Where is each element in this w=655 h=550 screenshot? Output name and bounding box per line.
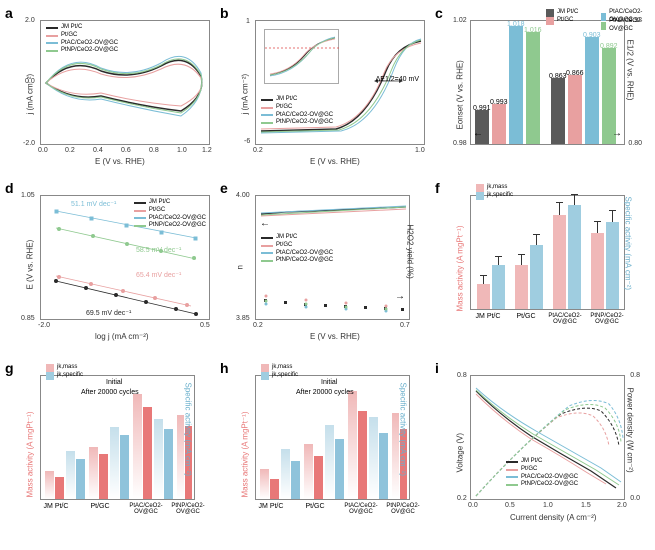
chart-d-legend: JM Pt/C Pt/GC PtAC/CeO2-OV@GC PtNP/CeO2-… bbox=[134, 199, 206, 230]
panel-g-label: g bbox=[5, 360, 14, 376]
arrow-right-icon: → bbox=[395, 291, 405, 302]
bar-onset-ptac bbox=[509, 26, 523, 144]
panel-b-label: b bbox=[220, 5, 229, 21]
chart-f: jk,mass jk,specific bbox=[470, 195, 625, 310]
chart-h-legend: jk,mass jk,specific bbox=[261, 364, 298, 380]
bar-mass-ptgc bbox=[515, 265, 528, 309]
bar-spec-jm bbox=[492, 265, 505, 309]
panel-d-label: d bbox=[5, 180, 14, 196]
chart-b-legend: JM Pt/C Pt/GC PtAC/CeO2-OV@GC PtNP/CeO2-… bbox=[261, 96, 333, 127]
chart-i-ylabel-right: Power density (W cm⁻²) bbox=[626, 388, 635, 498]
panel-c-label: c bbox=[435, 5, 443, 21]
chart-i-ylabel-left: Voltage (V) bbox=[456, 413, 465, 473]
chart-d-ylabel: E (V vs. RHE) bbox=[26, 230, 35, 290]
chart-i-legend: JM Pt/C Pt/GC PtAC/CeO2-OV@GC PtNP/CeO2-… bbox=[506, 458, 578, 489]
chart-h: Initial After 20000 cycles jk,mass jk,sp… bbox=[255, 375, 410, 500]
chart-a: JM Pt/C Pt/GC PtAC/CeO2-OV@GC PtNP/CeO2-… bbox=[40, 20, 210, 145]
panel-a-label: a bbox=[5, 5, 13, 21]
chart-f-ylabel-left: Mass activity (A mgPt⁻¹) bbox=[456, 202, 465, 312]
delta-e12: ΔE1/2=40 mV bbox=[376, 76, 419, 83]
chart-b-xlabel: E (V vs. RHE) bbox=[310, 157, 360, 166]
panel-h-label: h bbox=[220, 360, 229, 376]
bar-e12-ptgc bbox=[568, 75, 582, 144]
bar-e12-jm bbox=[551, 78, 565, 144]
chart-c-legend: JM Pt/C Pt/GC PtAC/CeO2-OV@GC PtNP/CeO2-… bbox=[546, 9, 578, 25]
panel-f-label: f bbox=[435, 180, 440, 196]
arrow-right-icon: → bbox=[612, 128, 622, 139]
chart-i: JM Pt/C Pt/GC PtAC/CeO2-OV@GC PtNP/CeO2-… bbox=[470, 375, 625, 500]
chart-d-xlabel: log j (mA cm⁻²) bbox=[95, 332, 149, 341]
bar-spec-ptgc bbox=[530, 245, 543, 309]
chart-e-ylabel-right: H2O2 yield (%) bbox=[406, 225, 415, 295]
bar-spec-ptnp bbox=[606, 222, 619, 309]
chart-g-ylabel-left: Mass activity (A mgPt⁻¹) bbox=[26, 388, 35, 498]
chart-e-ylabel-left: n bbox=[236, 250, 245, 270]
arrow-left-icon: ← bbox=[260, 218, 270, 229]
panel-i-label: i bbox=[435, 360, 439, 376]
bar-e12-ptac bbox=[585, 37, 599, 144]
bar-mass-ptac bbox=[553, 215, 566, 309]
chart-d: 51.1 mV dec⁻¹ 58.5 mV dec⁻¹ 65.4 mV dec⁻… bbox=[40, 195, 210, 320]
chart-g-legend: jk,mass jk,specific bbox=[46, 364, 83, 380]
bar-onset-ptgc bbox=[492, 104, 506, 144]
chart-c-ylabel-right: E1/2 (V vs. RHE) bbox=[626, 40, 635, 130]
chart-e-xlabel: E (V vs. RHE) bbox=[310, 332, 360, 341]
chart-g-ylabel-right: Specific activity (mA cm⁻²) bbox=[184, 383, 193, 503]
bar-mass-ptnp bbox=[591, 233, 604, 309]
chart-f-ylabel-right: Specific activity (mA cm⁻²) bbox=[624, 197, 633, 317]
chart-e-legend: JM Pt/C Pt/GC PtAC/CeO2-OV@GC PtNP/CeO2-… bbox=[261, 234, 333, 265]
chart-h-ylabel-right: Specific activity (mA cm⁻²) bbox=[399, 383, 408, 503]
chart-f-legend: jk,mass jk,specific bbox=[476, 184, 513, 200]
panel-b: b ΔE1/2=40 mV JM Pt/C Pt/GC PtAC/CeO2 bbox=[220, 5, 430, 170]
chart-b-ylabel: j (mA cm⁻²) bbox=[241, 55, 250, 115]
panel-h: h Initial After 20000 cycles jk,mass jk,… bbox=[220, 360, 430, 540]
bar-onset-ptnp bbox=[526, 32, 540, 144]
chart-i-xlabel: Current density (A cm⁻²) bbox=[510, 513, 596, 522]
bar-mass-jm bbox=[477, 284, 490, 309]
chart-g: Initial After 20000 cycles jk,mass jk,sp… bbox=[40, 375, 195, 500]
chart-b: ΔE1/2=40 mV JM Pt/C Pt/GC PtAC/CeO2-OV@G… bbox=[255, 20, 425, 145]
panel-e: e ← → JM Pt/C Pt/GC PtAC/CeO2-OV@GC PtNP… bbox=[220, 180, 430, 345]
chart-c-ylabel-left: Eonset (V vs. RHE) bbox=[456, 40, 465, 130]
arrow-left-icon: ← bbox=[473, 128, 483, 139]
panel-d: d 51.1 mV dec⁻¹ 58.5 mV dec⁻¹ 65.4 mV de… bbox=[5, 180, 215, 345]
chart-c: 0.991 0.993 1.018 1.016 0.863 0.866 0.90… bbox=[470, 20, 625, 145]
panel-g: g Initial After 20000 cycles jk,mass jk,… bbox=[5, 360, 215, 540]
chart-a-xlabel: E (V vs. RHE) bbox=[95, 157, 145, 166]
panel-f: f jk,mass jk,specific Mass activity (A m… bbox=[435, 180, 650, 345]
chart-e: ← → JM Pt/C Pt/GC PtAC/CeO2-OV@GC PtNP/C… bbox=[255, 195, 410, 320]
panel-c: c 0.991 0.993 1.018 1.016 0.863 0.866 0.… bbox=[435, 5, 650, 170]
chart-a-legend: JM Pt/C Pt/GC PtAC/CeO2-OV@GC PtNP/CeO2-… bbox=[46, 24, 118, 55]
bar-spec-ptac bbox=[568, 205, 581, 309]
panel-e-label: e bbox=[220, 180, 228, 196]
chart-b-inset bbox=[264, 29, 339, 84]
panel-i: i JM Pt/C Pt/GC PtAC/CeO2-OV@GC PtNP/CeO… bbox=[435, 360, 650, 540]
chart-h-ylabel-left: Mass activity (A mgPt⁻¹) bbox=[241, 388, 250, 498]
panel-a: a JM Pt/C Pt/GC PtAC/CeO2-OV@GC PtNP/CeO… bbox=[5, 5, 215, 170]
